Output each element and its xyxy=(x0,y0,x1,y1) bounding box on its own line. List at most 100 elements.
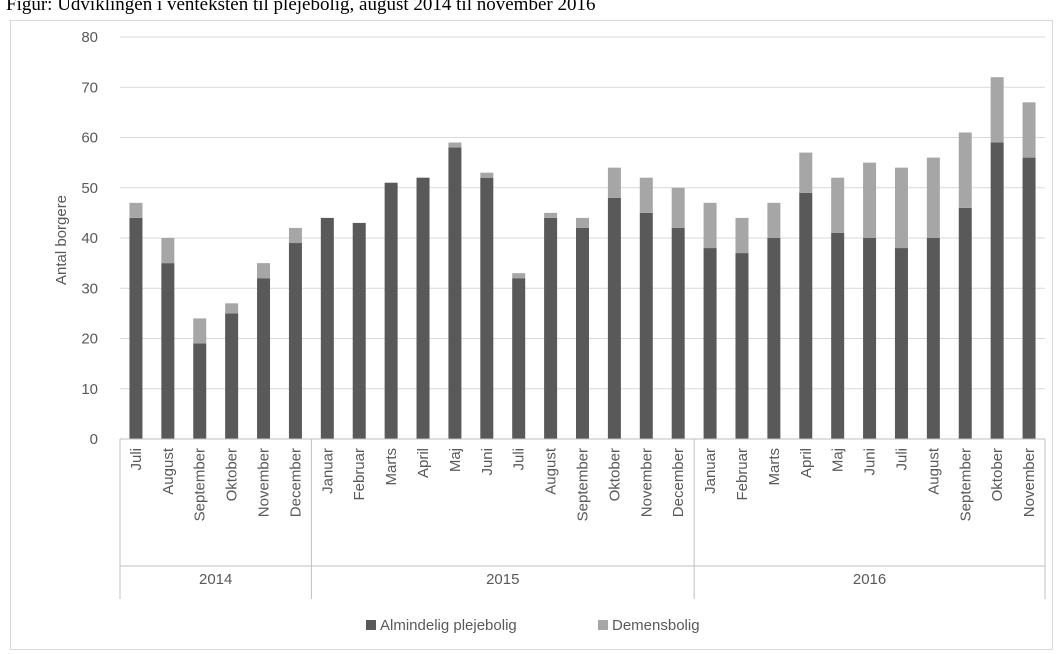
bar-almindelig-plejebolig xyxy=(703,248,717,439)
bar-almindelig-plejebolig xyxy=(193,343,207,439)
y-tick-label: 10 xyxy=(81,381,98,398)
x-category-label: April xyxy=(415,448,432,478)
x-category-label: Oktober xyxy=(989,448,1006,501)
x-category-label: Juli xyxy=(128,448,145,471)
x-category-label: December xyxy=(670,448,687,517)
x-category-label: April xyxy=(798,448,815,478)
bar-almindelig-plejebolig xyxy=(894,248,908,439)
bar-demensbolig xyxy=(990,77,1004,143)
y-tick-label: 60 xyxy=(81,130,98,147)
bar-almindelig-plejebolig xyxy=(990,142,1004,439)
year-group-label: 2016 xyxy=(853,571,886,588)
bar-demensbolig xyxy=(607,167,621,198)
category-labels: Juli August September Oktober November Decemb… xyxy=(128,447,1038,521)
bar-almindelig-plejebolig xyxy=(384,182,398,439)
x-axis xyxy=(119,438,1046,599)
y-tick-label: 20 xyxy=(81,331,98,348)
bar-almindelig-plejebolig xyxy=(735,253,749,439)
bar-almindelig-plejebolig xyxy=(448,147,462,440)
x-category-label: Marts xyxy=(766,448,783,486)
chart-frame xyxy=(10,20,1053,650)
bar-almindelig-plejebolig xyxy=(767,238,781,439)
bar-demensbolig xyxy=(767,202,781,238)
bar-demensbolig xyxy=(576,217,589,228)
bar-demensbolig xyxy=(799,152,813,193)
bar-almindelig-plejebolig xyxy=(416,177,430,439)
x-category-label: Januar xyxy=(319,448,336,494)
x-category-label: September xyxy=(575,448,592,521)
bar-demensbolig xyxy=(544,212,558,218)
bar-demensbolig xyxy=(257,263,271,279)
x-category-label: September xyxy=(192,448,209,521)
x-category-label: November xyxy=(256,448,273,517)
bar-almindelig-plejebolig xyxy=(576,227,589,439)
bar-demensbolig xyxy=(671,187,685,228)
bar-almindelig-plejebolig xyxy=(352,222,366,439)
bar-demensbolig xyxy=(448,142,462,148)
y-tick-label: 70 xyxy=(81,79,98,96)
bar-demensbolig xyxy=(958,132,972,208)
bar-almindelig-plejebolig xyxy=(512,278,526,439)
bar-demensbolig xyxy=(225,303,239,314)
bar-demensbolig xyxy=(863,162,877,238)
bar-demensbolig xyxy=(894,167,908,249)
x-category-label: Juli xyxy=(893,448,910,471)
legend: Almindelig plejebolig Demensbolig xyxy=(366,617,700,634)
y-tick-label: 0 xyxy=(90,431,98,448)
bar-almindelig-plejebolig xyxy=(958,207,972,439)
x-category-label: August xyxy=(543,447,560,495)
figure-caption: Figur: Udviklingen i venteksten til plej… xyxy=(6,0,596,15)
bar-almindelig-plejebolig xyxy=(831,232,845,439)
bar-almindelig-plejebolig xyxy=(320,217,334,439)
y-axis-label: Antal borgere xyxy=(53,195,70,285)
bar-demensbolig xyxy=(735,217,749,254)
bar-demensbolig xyxy=(288,227,302,244)
bar-almindelig-plejebolig xyxy=(1022,157,1036,439)
x-category-label: Juni xyxy=(479,448,496,476)
x-category-label: Januar xyxy=(702,448,719,494)
legend-swatch xyxy=(598,620,608,630)
x-category-label: Oktober xyxy=(224,448,241,501)
y-tick-label: 50 xyxy=(81,180,98,197)
x-category-label: August xyxy=(160,447,177,495)
bar-almindelig-plejebolig xyxy=(257,278,271,439)
bar-demensbolig xyxy=(193,318,207,344)
bar-demensbolig xyxy=(639,177,653,213)
year-group-labels: 2014 2015 2016 xyxy=(199,571,886,588)
x-category-label: December xyxy=(287,448,304,517)
bar-almindelig-plejebolig xyxy=(288,243,302,439)
bar-almindelig-plejebolig xyxy=(799,192,813,439)
y-axis-ticks: 0 10 20 30 40 50 60 70 80 xyxy=(81,29,98,448)
y-tick-label: 40 xyxy=(81,230,98,247)
bar-almindelig-plejebolig xyxy=(639,212,653,439)
bar-demensbolig xyxy=(926,157,940,238)
x-category-label: Oktober xyxy=(606,448,623,501)
x-category-label: Maj xyxy=(447,448,464,472)
bar-almindelig-plejebolig xyxy=(607,197,621,439)
y-tick-label: 80 xyxy=(81,29,98,46)
x-category-label: Februar xyxy=(351,448,368,501)
legend-label: Demensbolig xyxy=(612,617,700,634)
bar-demensbolig xyxy=(703,202,717,249)
x-category-label: Februar xyxy=(734,448,751,501)
bar-almindelig-plejebolig xyxy=(544,217,558,439)
bar-demensbolig xyxy=(1022,102,1036,158)
bar-demensbolig xyxy=(161,238,175,264)
bars xyxy=(129,77,1036,440)
y-tick-label: 30 xyxy=(81,280,98,297)
x-category-label: November xyxy=(1021,448,1038,517)
bar-almindelig-plejebolig xyxy=(129,217,143,439)
x-category-label: Juli xyxy=(511,448,528,471)
bar-demensbolig xyxy=(480,172,494,178)
bar-almindelig-plejebolig xyxy=(480,177,494,439)
x-category-label: Maj xyxy=(830,448,847,472)
bar-demensbolig xyxy=(129,202,143,218)
bar-almindelig-plejebolig xyxy=(926,238,940,439)
bar-demensbolig xyxy=(831,177,845,233)
legend-swatch xyxy=(366,620,376,630)
x-category-label: August xyxy=(925,447,942,495)
bar-almindelig-plejebolig xyxy=(863,238,877,439)
x-category-label: Marts xyxy=(383,448,400,486)
x-category-label: November xyxy=(638,448,655,517)
